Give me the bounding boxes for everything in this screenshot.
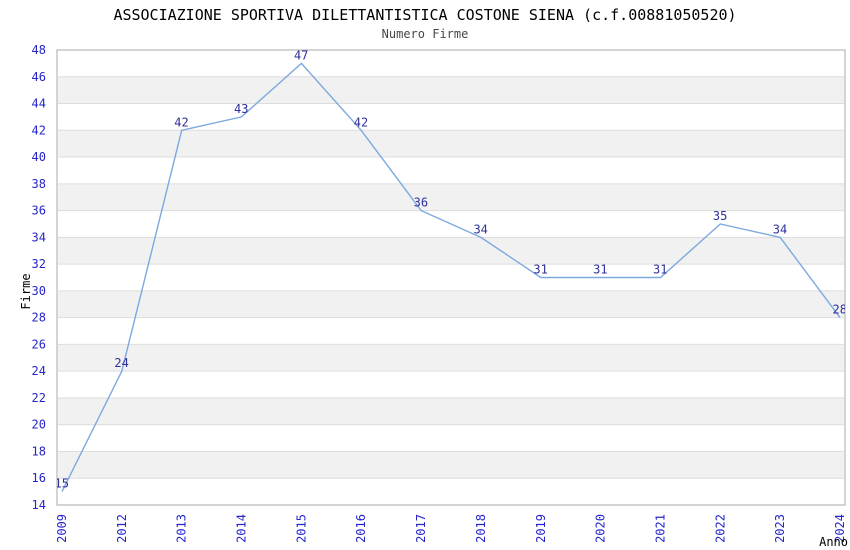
- y-tick-label: 14: [32, 498, 46, 512]
- plot-border: [56, 49, 846, 506]
- x-tick-label: 2013: [175, 514, 189, 543]
- data-point-label: 43: [234, 102, 248, 116]
- chart-title: ASSOCIAZIONE SPORTIVA DILETTANTISTICA CO…: [113, 6, 737, 24]
- data-point-label: 31: [653, 263, 667, 277]
- plot-band: [58, 76, 844, 104]
- y-tick-label: 42: [32, 123, 46, 137]
- data-point-label: 31: [593, 263, 607, 277]
- data-point-label: 42: [354, 115, 368, 129]
- data-point-label: 15: [55, 477, 69, 491]
- y-tick-label: 16: [32, 471, 46, 485]
- x-tick-label: 2015: [294, 514, 308, 543]
- plot-band: [58, 130, 844, 158]
- y-tick-label: 24: [32, 364, 46, 378]
- y-axis-title: Firme: [19, 273, 33, 309]
- data-point-label: 36: [414, 196, 428, 210]
- y-tick-label: 40: [32, 150, 46, 164]
- x-tick-label: 2020: [594, 514, 608, 543]
- y-tick-label: 48: [32, 43, 46, 57]
- x-tick-label: 2014: [235, 514, 249, 543]
- data-point-label: 31: [533, 263, 547, 277]
- plot-band: [58, 183, 844, 211]
- y-tick-label: 36: [32, 204, 46, 218]
- data-point-label: 28: [833, 303, 847, 317]
- plot-band: [58, 451, 844, 479]
- data-line: [61, 62, 841, 492]
- x-tick-label: 2019: [534, 514, 548, 543]
- x-tick-label: 2023: [773, 514, 787, 543]
- y-tick-label: 44: [32, 97, 46, 111]
- plot-band: [58, 237, 844, 265]
- plot-band: [58, 344, 844, 372]
- x-tick-label: 2021: [653, 514, 667, 543]
- point-label-group: 15 24 42 43 47 42 36 34 31 31 31 35 34 28: [55, 48, 847, 491]
- x-tick-label: 2018: [474, 514, 488, 543]
- y-tick-label: 28: [32, 311, 46, 325]
- plot-band: [58, 397, 844, 425]
- x-tick-label: 2022: [713, 514, 727, 543]
- x-tick-label: 2016: [354, 514, 368, 543]
- data-point-label: 34: [773, 222, 787, 236]
- plot-band: [58, 290, 844, 318]
- data-point-label: 42: [174, 115, 188, 129]
- x-tick-label: 2024: [833, 514, 847, 543]
- data-point-label: 35: [713, 209, 727, 223]
- y-tick-label: 34: [32, 230, 46, 244]
- x-tick-label: 2009: [55, 514, 69, 543]
- x-axis-title: Anno: [819, 535, 848, 549]
- y-tick-label: 38: [32, 177, 46, 191]
- y-tick-label: 20: [32, 418, 46, 432]
- data-point-label: 24: [114, 356, 128, 370]
- x-tick-label: 2012: [115, 514, 129, 543]
- y-tick-label: 32: [32, 257, 46, 271]
- x-tick-label: 2017: [414, 514, 428, 543]
- data-point-label: 47: [294, 48, 308, 62]
- y-tick-label: 26: [32, 337, 46, 351]
- y-tick-label: 22: [32, 391, 46, 405]
- y-tick-label: 30: [32, 284, 46, 298]
- y-tick-label: 18: [32, 444, 46, 458]
- data-point-label: 34: [473, 222, 487, 236]
- chart-subtitle: Numero Firme: [381, 27, 469, 41]
- y-tick-label: 46: [32, 70, 46, 84]
